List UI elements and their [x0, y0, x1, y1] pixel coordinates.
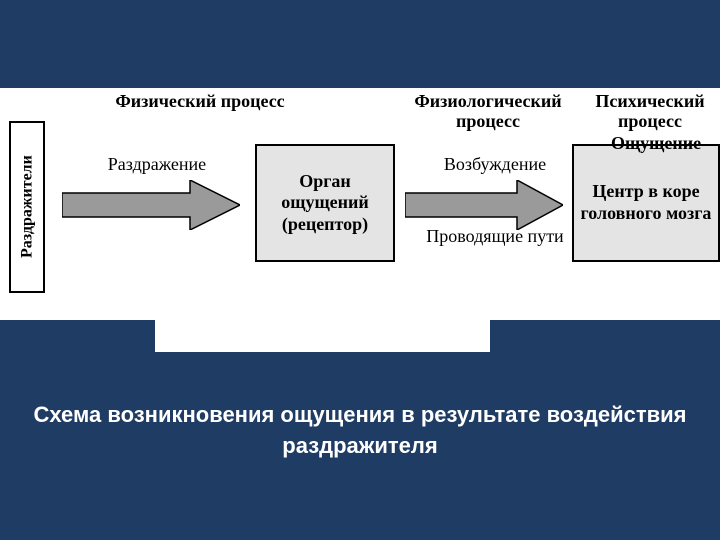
arrow-receptor-to-brain — [405, 180, 563, 230]
node-stimuli-text: Раздражители — [17, 156, 36, 259]
label-physical-process: Физический процесс — [110, 92, 290, 112]
label-sensation: Ощущение — [596, 134, 716, 154]
diagram-band-extension — [155, 320, 490, 352]
label-irritation: Раздражение — [82, 155, 232, 175]
caption-text: Схема возникновения ощущения в результат… — [33, 402, 686, 458]
label-psychic-process: Психический процесс — [580, 92, 720, 132]
label-excitation: Возбуждение — [420, 155, 570, 175]
caption: Схема возникновения ощущения в результат… — [0, 400, 720, 462]
node-brain-center: Центр в коре головного мозга — [572, 144, 720, 262]
node-brain-text: Центр в коре головного мозга — [578, 181, 714, 224]
node-receptor: Орган ощущений (рецептор) — [255, 144, 395, 262]
node-receptor-text: Орган ощущений (рецептор) — [261, 171, 389, 236]
node-stimuli: Раздражители — [9, 121, 45, 293]
arrow-stimuli-to-receptor — [62, 180, 240, 230]
label-physiological-process: Физиологический процесс — [388, 92, 588, 132]
